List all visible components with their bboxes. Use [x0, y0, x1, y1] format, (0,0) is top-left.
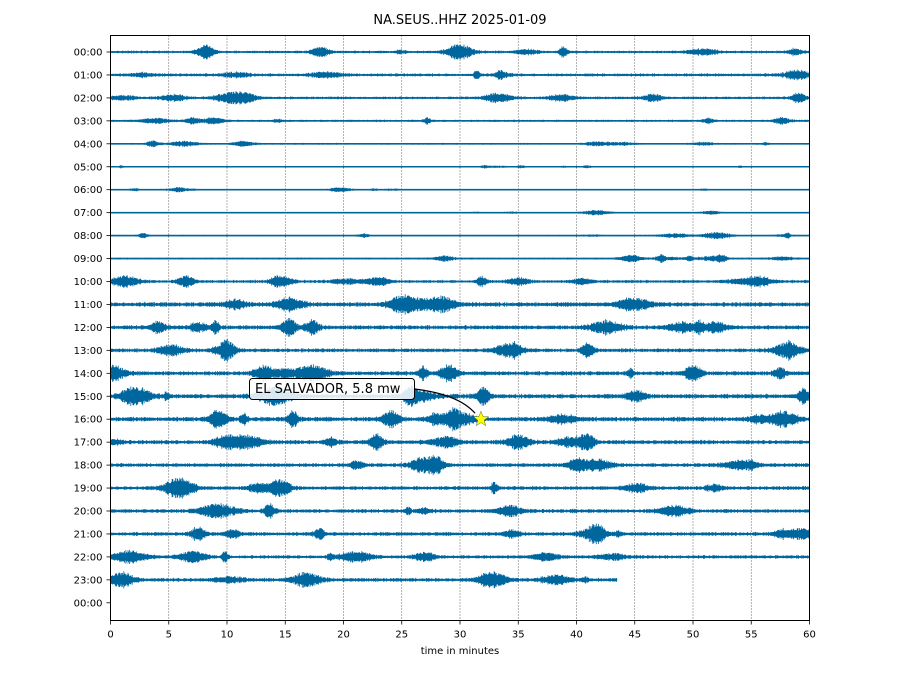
y-tick-label: 20:00 — [74, 507, 103, 518]
y-tick-label: 07:00 — [74, 208, 103, 219]
y-tick-label: 01:00 — [74, 70, 103, 81]
x-tick-label: 60 — [803, 630, 816, 641]
x-tick-label: 55 — [745, 630, 758, 641]
y-tick-label: 23:00 — [74, 575, 103, 586]
x-tick-label: 45 — [628, 630, 641, 641]
x-tick-label: 0 — [107, 630, 113, 641]
y-tick-label: 00:00 — [74, 598, 103, 609]
annotation-connector — [413, 388, 476, 414]
x-tick-label: 10 — [221, 630, 234, 641]
x-tick-label: 5 — [166, 630, 172, 641]
y-tick-label: 22:00 — [74, 552, 103, 563]
y-tick-label: 18:00 — [74, 461, 103, 472]
y-tick-label: 05:00 — [74, 162, 103, 173]
x-axis-label: time in minutes — [421, 646, 500, 657]
y-tick-label: 10:00 — [74, 277, 103, 288]
chart-title: NA.SEUS..HHZ 2025-01-09 — [373, 13, 546, 28]
y-tick-label: 17:00 — [74, 438, 103, 449]
y-tick-label: 11:00 — [74, 300, 103, 311]
x-tick-label: 30 — [454, 630, 467, 641]
y-tick-label: 02:00 — [74, 93, 103, 104]
y-tick-label: 00:00 — [74, 48, 103, 59]
annotation-box — [249, 378, 415, 400]
x-tick-label: 35 — [512, 630, 525, 641]
y-tick-label: 15:00 — [74, 392, 103, 403]
y-tick-label: 16:00 — [74, 415, 103, 426]
event-annotation: EL SALVADOR, 5.8 mw — [249, 378, 489, 427]
x-axis: 0 5 10 15 20 25 30 35 40 45 50 55 60 — [107, 620, 816, 641]
y-tick-label: 19:00 — [74, 484, 103, 495]
x-tick-label: 50 — [687, 630, 700, 641]
y-tick-label: 03:00 — [74, 116, 103, 127]
y-tick-label: 13:00 — [74, 346, 103, 357]
y-tick-label: 12:00 — [74, 323, 103, 334]
x-tick-label: 15 — [279, 630, 292, 641]
y-tick-label: 14:00 — [74, 369, 103, 380]
x-tick-label: 25 — [395, 630, 408, 641]
x-tick-label: 20 — [337, 630, 350, 641]
x-tick-label: 40 — [570, 630, 583, 641]
y-tick-label: 08:00 — [74, 231, 103, 242]
y-tick-label: 21:00 — [74, 529, 103, 540]
event-star-marker — [473, 410, 489, 427]
y-tick-label: 09:00 — [74, 254, 103, 265]
annotation-label: EL SALVADOR, 5.8 mw — [255, 382, 401, 397]
y-tick-label: 04:00 — [74, 139, 103, 150]
y-axis: 00:00 01:00 02:00 03:00 04:00 05:00 06:00 07:00… — [74, 48, 111, 609]
y-tick-label: 06:00 — [74, 185, 103, 196]
